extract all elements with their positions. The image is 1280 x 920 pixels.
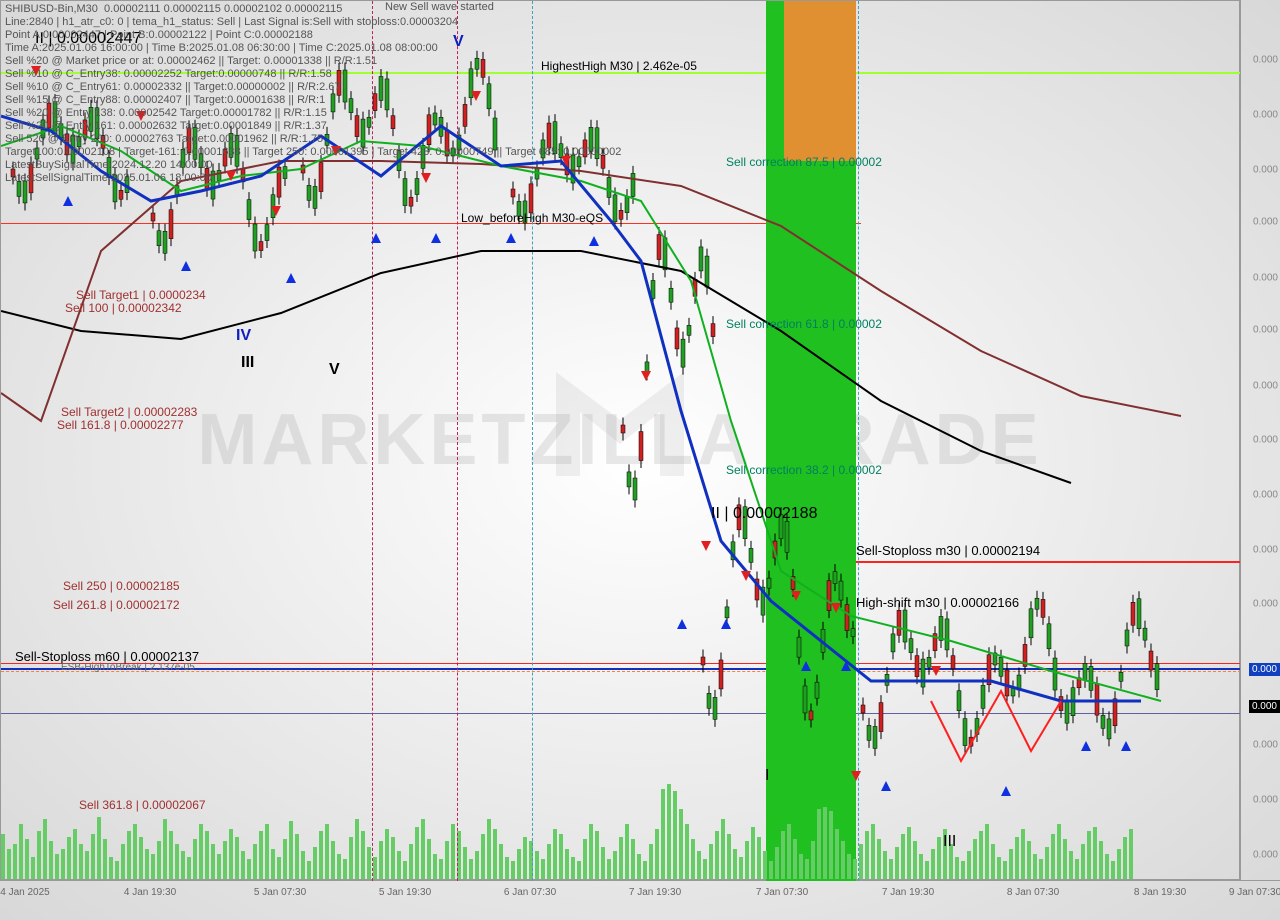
y-tick-label: 0.000	[1253, 381, 1278, 392]
info-header: SHIBUSD-Bin,M30 0.00002111 0.00002115 0.…	[5, 3, 621, 185]
chart-label: Sell 100 | 0.00002342	[65, 301, 182, 315]
y-axis: 0.000 0.000 0.000 0.000 0.000 0.000 0.000 0.000…	[1240, 0, 1280, 880]
chart-label: Sell correction 61.8 | 0.00002	[726, 317, 882, 331]
down-arrow-icon	[741, 571, 751, 581]
chart-label: High-shift m30 | 0.00002166	[856, 595, 1019, 610]
up-arrow-icon	[371, 233, 381, 243]
up-arrow-icon	[881, 781, 891, 791]
down-arrow-icon	[931, 666, 941, 676]
up-arrow-icon	[506, 233, 516, 243]
wave-label: V	[329, 361, 340, 379]
ohlc-label: 0.00002111 0.00002115 0.00002102 0.00002…	[104, 3, 342, 15]
up-arrow-icon	[286, 273, 296, 283]
y-tick-label: 0.000	[1253, 740, 1278, 751]
x-tick-label: 4 Jan 2025	[0, 887, 50, 898]
up-arrow-icon	[431, 233, 441, 243]
x-tick-label: 8 Jan 07:30	[1007, 887, 1059, 898]
down-arrow-icon	[831, 603, 841, 613]
y-tick-label: 0.000	[1253, 850, 1278, 861]
up-arrow-icon	[721, 619, 731, 629]
x-tick-label: 8 Jan 19:30	[1134, 887, 1186, 898]
y-tick-label: 0.000	[1253, 273, 1278, 284]
chart-label: Sell Target2 | 0.00002283	[61, 405, 197, 419]
up-arrow-icon	[181, 261, 191, 271]
up-arrow-icon	[63, 196, 73, 206]
chart-label: Low_beforeHigh M30-eQS	[461, 211, 603, 225]
up-arrow-icon	[677, 619, 687, 629]
down-arrow-icon	[791, 591, 801, 601]
price-badge: 0.000	[1249, 663, 1280, 676]
x-tick-label: 7 Jan 19:30	[882, 887, 934, 898]
chart-label: Sell 161.8 | 0.00002277	[57, 418, 184, 432]
info-line: Sell 520 @ Entry 200: 0.00002763 Target:…	[5, 133, 621, 146]
info-line: Sell %20 @ Entry 138: 0.00002542 Target:…	[5, 107, 621, 120]
chart-label: Sell 361.8 | 0.00002067	[79, 798, 206, 812]
y-tick-label: 0.000	[1253, 435, 1278, 446]
y-tick-label: 0.000	[1253, 217, 1278, 228]
x-tick-label: 4 Jan 19:30	[124, 887, 176, 898]
info-line: Sell %20 @ Entry 161: 0.00002632 Target:…	[5, 120, 621, 133]
up-arrow-icon	[1081, 741, 1091, 751]
y-tick-label: 0.000	[1253, 795, 1278, 806]
y-tick-label: 0.000	[1253, 545, 1278, 556]
down-arrow-icon	[851, 771, 861, 781]
chart-label: Sell 261.8 | 0.00002172	[53, 598, 180, 612]
y-tick-label: 0.000	[1253, 490, 1278, 501]
up-arrow-icon	[841, 661, 851, 671]
x-tick-label: 9 Jan 07:30	[1229, 887, 1280, 898]
info-line: Line:2840 | h1_atr_c0: 0 | tema_h1_statu…	[5, 16, 621, 29]
info-line: LatestSellSignalTime:2025.01.06 18:00:00	[5, 172, 621, 185]
chart-label: II | 0.00002188	[711, 505, 817, 523]
up-arrow-icon	[1121, 741, 1131, 751]
info-line: Time A:2025.01.06 16:00:00 | Time B:2025…	[5, 42, 621, 55]
y-tick-label: 0.000	[1253, 110, 1278, 121]
wave-label: IV	[236, 327, 251, 345]
y-tick-label: 0.000	[1253, 165, 1278, 176]
chart-label: Sell Target1 | 0.0000234	[76, 288, 206, 302]
price-badge: 0.000	[1249, 700, 1280, 713]
down-arrow-icon	[271, 206, 281, 216]
info-line: Point A:0.00002447 | Point B:0.00002122 …	[5, 29, 621, 42]
chart-label: III	[943, 833, 956, 851]
info-line: Sell %15 @ C_Entry88: 0.00002407 || Targ…	[5, 94, 621, 107]
up-arrow-icon	[589, 236, 599, 246]
x-tick-label: 5 Jan 19:30	[379, 887, 431, 898]
up-arrow-icon	[1001, 786, 1011, 796]
chart-area[interactable]: MARKETZILLA TRADE HighestHigh M30 | 2.46…	[0, 0, 1240, 880]
info-line: LatestBuySignalTime:2024.12.20 14:00:00	[5, 159, 621, 172]
x-axis: 4 Jan 2025 4 Jan 19:30 5 Jan 07:30 5 Jan 19…	[0, 880, 1280, 920]
chart-label: Sell correction 38.2 | 0.00002	[726, 463, 882, 477]
y-tick-label: 0.000	[1253, 55, 1278, 66]
info-line: Sell %20 @ Market price or at: 0.0000246…	[5, 55, 621, 68]
chart-label: I	[765, 767, 769, 785]
chart-label: Sell correction 87.5 | 0.00002	[726, 155, 882, 169]
y-tick-label: 0.000	[1253, 599, 1278, 610]
info-line: Sell %10 @ C_Entry38: 0.00002252 Target:…	[5, 68, 621, 81]
chart-label: ESB-HighToBreak | 2.137e-05	[61, 662, 195, 673]
chart-label: Sell 250 | 0.00002185	[63, 579, 180, 593]
symbol-label: SHIBUSD-Bin,M30	[5, 3, 98, 15]
chart-label: Sell-Stoploss m30 | 0.00002194	[856, 543, 1040, 558]
x-tick-label: 6 Jan 07:30	[504, 887, 556, 898]
down-arrow-icon	[641, 371, 651, 381]
x-tick-label: 7 Jan 19:30	[629, 887, 681, 898]
x-tick-label: 7 Jan 07:30	[756, 887, 808, 898]
down-arrow-icon	[701, 541, 711, 551]
y-tick-label: 0.000	[1253, 325, 1278, 336]
up-arrow-icon	[801, 661, 811, 671]
wave-label: III	[241, 354, 254, 372]
info-line: Target100:0.00002108 | Target-161: 0.000…	[5, 146, 621, 159]
info-line: Sell %10 @ C_Entry61: 0.00002332 || Targ…	[5, 81, 621, 94]
x-tick-label: 5 Jan 07:30	[254, 887, 306, 898]
